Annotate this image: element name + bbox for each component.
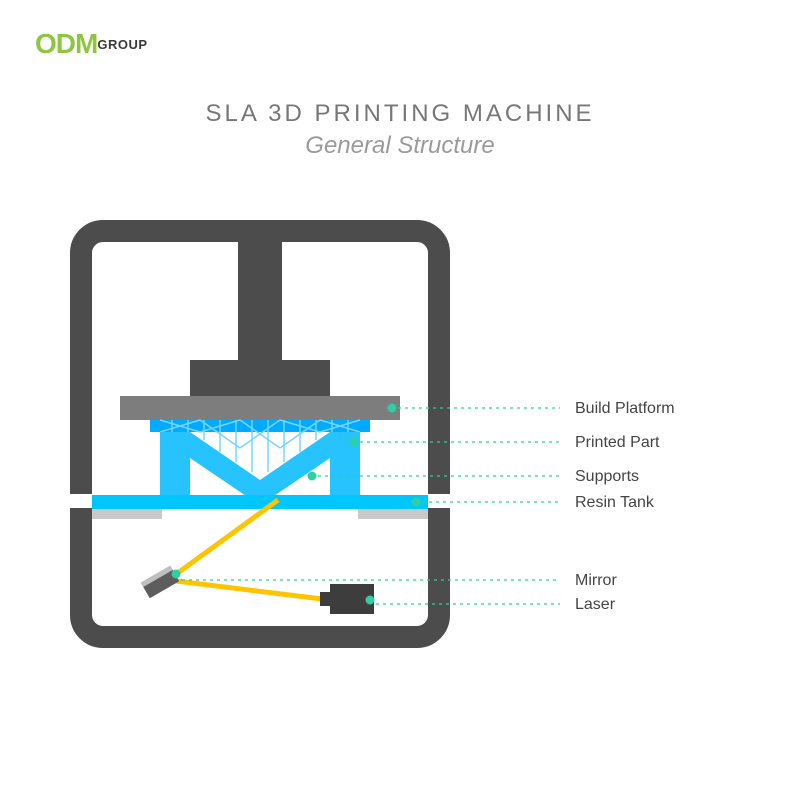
printed-part [160,432,360,500]
logo-secondary: GROUP [97,37,147,52]
tank-edge-left [92,509,162,519]
diagram-container: Build Platform Printed Part Supports Resin … [0,200,800,720]
logo-primary: ODM [35,28,97,59]
laser-tip [320,592,330,606]
title-block: SLA 3D PRINTING MACHINE General Structur… [0,100,800,160]
tank-edge-right [358,509,428,519]
diagram-svg: Build Platform Printed Part Supports Resin … [0,200,800,720]
callout-dot [388,404,397,413]
page-title: SLA 3D PRINTING MACHINE [0,100,800,128]
callout-dot [350,438,359,447]
support-base [150,420,370,432]
label-laser: Laser [575,596,616,613]
label-resin_tank: Resin Tank [575,494,655,511]
print-head [190,360,330,396]
z-column [238,230,282,360]
label-mirror: Mirror [575,572,617,589]
label-printed_part: Printed Part [575,434,660,451]
laser-beam-2 [168,500,278,580]
callout-dot [308,472,317,481]
label-supports: Supports [575,468,639,485]
page-subtitle: General Structure [0,132,800,160]
laser-beam-1 [168,580,322,599]
build-platform [120,396,400,420]
label-build_platform: Build Platform [575,400,675,417]
callout-dot [412,498,421,507]
resin-liquid [92,495,428,509]
brand-logo: ODMGROUP [35,28,148,60]
